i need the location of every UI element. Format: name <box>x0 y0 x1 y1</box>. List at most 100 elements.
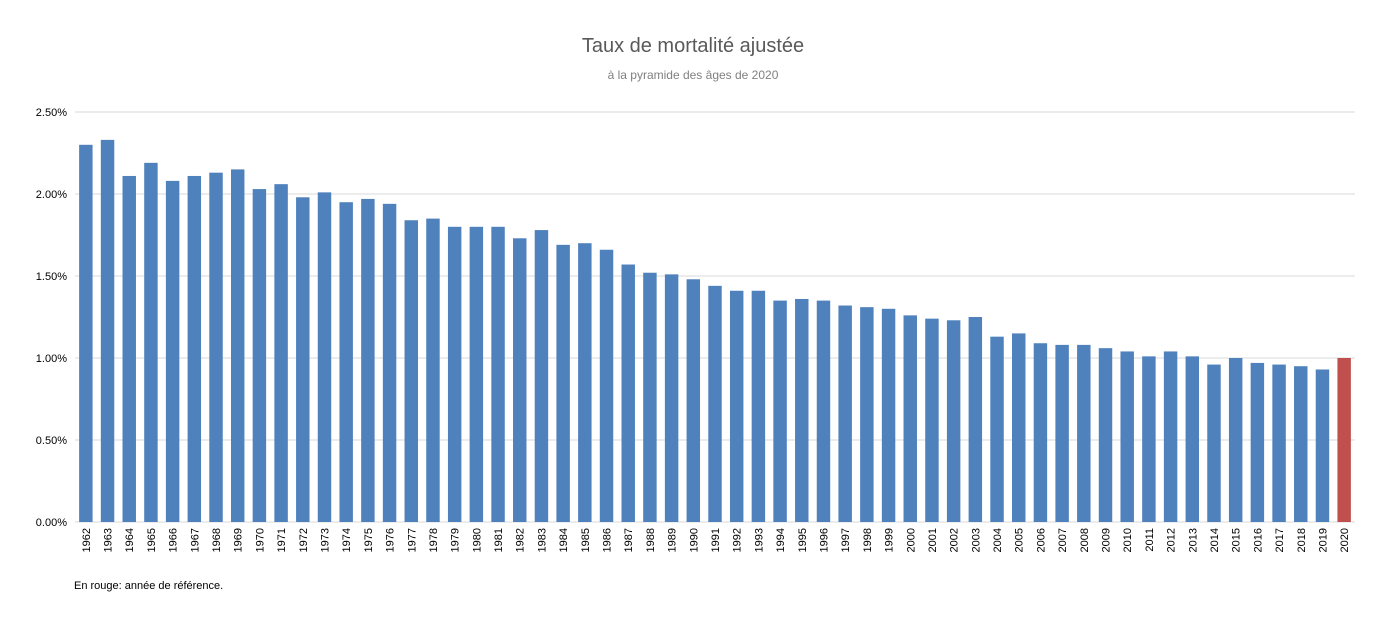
x-tick-label: 1988 <box>645 528 657 552</box>
bar-2011 <box>1142 356 1156 522</box>
bar-1967 <box>187 175 202 522</box>
x-tick-label: 1970 <box>254 528 266 552</box>
x-tick-label: 2012 <box>1166 528 1178 552</box>
bar-1965 <box>144 162 158 522</box>
bar-2002 <box>946 320 961 522</box>
bar-1990 <box>686 279 701 522</box>
bar-2020 <box>1337 358 1351 522</box>
x-tick-label: 1984 <box>558 528 570 552</box>
bar-2005 <box>1012 333 1026 522</box>
x-tick-label: 1967 <box>189 528 201 552</box>
y-tick-label: 0.00% <box>36 517 67 529</box>
bar-2012 <box>1163 351 1178 522</box>
y-tick-label: 2.50% <box>36 107 67 119</box>
x-tick-label: 1973 <box>319 528 331 552</box>
x-tick-label: 1994 <box>775 528 787 552</box>
x-tick-label: 2005 <box>1014 528 1026 552</box>
x-tick-label: 1976 <box>385 528 397 552</box>
bar-2004 <box>990 336 1004 522</box>
bar-1971 <box>274 184 288 522</box>
x-tick-label: 2018 <box>1296 528 1308 552</box>
x-tick-label: 2010 <box>1122 528 1134 552</box>
x-tick-label: 2008 <box>1079 528 1091 552</box>
x-tick-label: 2011 <box>1144 528 1156 552</box>
x-tick-label: 2016 <box>1252 528 1264 552</box>
x-tick-label: 1963 <box>103 528 115 552</box>
x-tick-label: 2015 <box>1231 528 1243 552</box>
bar-1995 <box>795 298 809 522</box>
bar-2017 <box>1272 364 1286 522</box>
bar-1993 <box>751 290 766 522</box>
bar-2008 <box>1077 344 1091 522</box>
bar-1987 <box>621 264 635 522</box>
bar-2009 <box>1098 348 1113 522</box>
x-tick-label: 1995 <box>797 528 809 552</box>
x-tick-label: 1979 <box>450 528 462 552</box>
x-tick-label: 1999 <box>884 528 896 552</box>
bar-1988 <box>643 272 657 522</box>
bar-1968 <box>209 172 223 522</box>
bar-1972 <box>296 197 310 522</box>
x-tick-label: 1975 <box>363 528 375 552</box>
x-tick-label: 2017 <box>1274 528 1286 552</box>
x-tick-label: 2020 <box>1339 528 1351 552</box>
bar-1962 <box>79 144 93 523</box>
bar-1969 <box>230 169 245 522</box>
x-tick-label: 1968 <box>211 528 223 552</box>
x-tick-label: 2006 <box>1035 528 1047 552</box>
bar-1970 <box>252 189 267 522</box>
bar-1989 <box>664 274 679 522</box>
bar-1981 <box>491 226 505 523</box>
bar-2014 <box>1207 364 1221 522</box>
chart-title: Taux de mortalité ajustée <box>582 35 804 57</box>
bar-2010 <box>1120 351 1134 522</box>
bar-1984 <box>556 244 570 522</box>
x-tick-label: 1974 <box>341 528 353 552</box>
bar-1982 <box>513 238 527 522</box>
x-tick-label: 1996 <box>818 528 830 552</box>
x-tick-label: 1978 <box>428 528 440 552</box>
bar-1977 <box>404 220 418 523</box>
x-tick-label: 1983 <box>536 528 548 552</box>
bar-2018 <box>1294 366 1308 522</box>
x-tick-label: 2013 <box>1187 528 1199 552</box>
x-tick-label: 1982 <box>515 528 527 552</box>
x-tick-label: 1993 <box>753 528 765 552</box>
x-tick-label: 1992 <box>732 528 744 552</box>
x-tick-label: 1977 <box>406 528 418 552</box>
bar-2016 <box>1250 362 1265 522</box>
x-tick-label: 1966 <box>168 528 180 552</box>
bar-1979 <box>447 226 462 523</box>
bar-1976 <box>382 203 397 522</box>
bar-2007 <box>1055 344 1069 522</box>
x-tick-label: 1985 <box>580 528 592 552</box>
bar-1999 <box>881 308 896 522</box>
y-axis: 0.00% 0.50% 1.00% 1.50% 2.00% 2.50% <box>36 107 67 529</box>
x-tick-label: 1981 <box>493 528 505 552</box>
x-tick-label: 1971 <box>276 528 288 552</box>
y-tick-label: 2.00% <box>36 189 67 201</box>
x-tick-label: 1989 <box>667 528 679 552</box>
bar-1978 <box>426 218 440 522</box>
bar-1983 <box>534 230 549 522</box>
x-tick-label: 1980 <box>471 528 483 552</box>
bar-2006 <box>1033 343 1048 522</box>
x-tick-label: 2003 <box>970 528 982 552</box>
x-tick-label: 1990 <box>688 528 700 552</box>
bar-1996 <box>816 300 831 522</box>
y-tick-label: 1.00% <box>36 353 67 365</box>
bar-2019 <box>1315 369 1330 522</box>
bar-1980 <box>469 226 484 523</box>
x-tick-label: 1987 <box>623 528 635 552</box>
bars <box>79 139 1351 523</box>
x-axis: 1962 1963 1964 1965 1966 1967 1968 1969 1970 1971… <box>81 528 1351 552</box>
y-tick-label: 0.50% <box>36 435 67 447</box>
x-tick-label: 2019 <box>1317 528 1329 552</box>
bar-1966 <box>165 180 180 522</box>
x-tick-label: 1965 <box>146 528 158 552</box>
bar-1994 <box>773 300 787 522</box>
bar-1985 <box>578 243 592 522</box>
x-tick-label: 1972 <box>298 528 310 552</box>
bar-1973 <box>317 192 332 523</box>
